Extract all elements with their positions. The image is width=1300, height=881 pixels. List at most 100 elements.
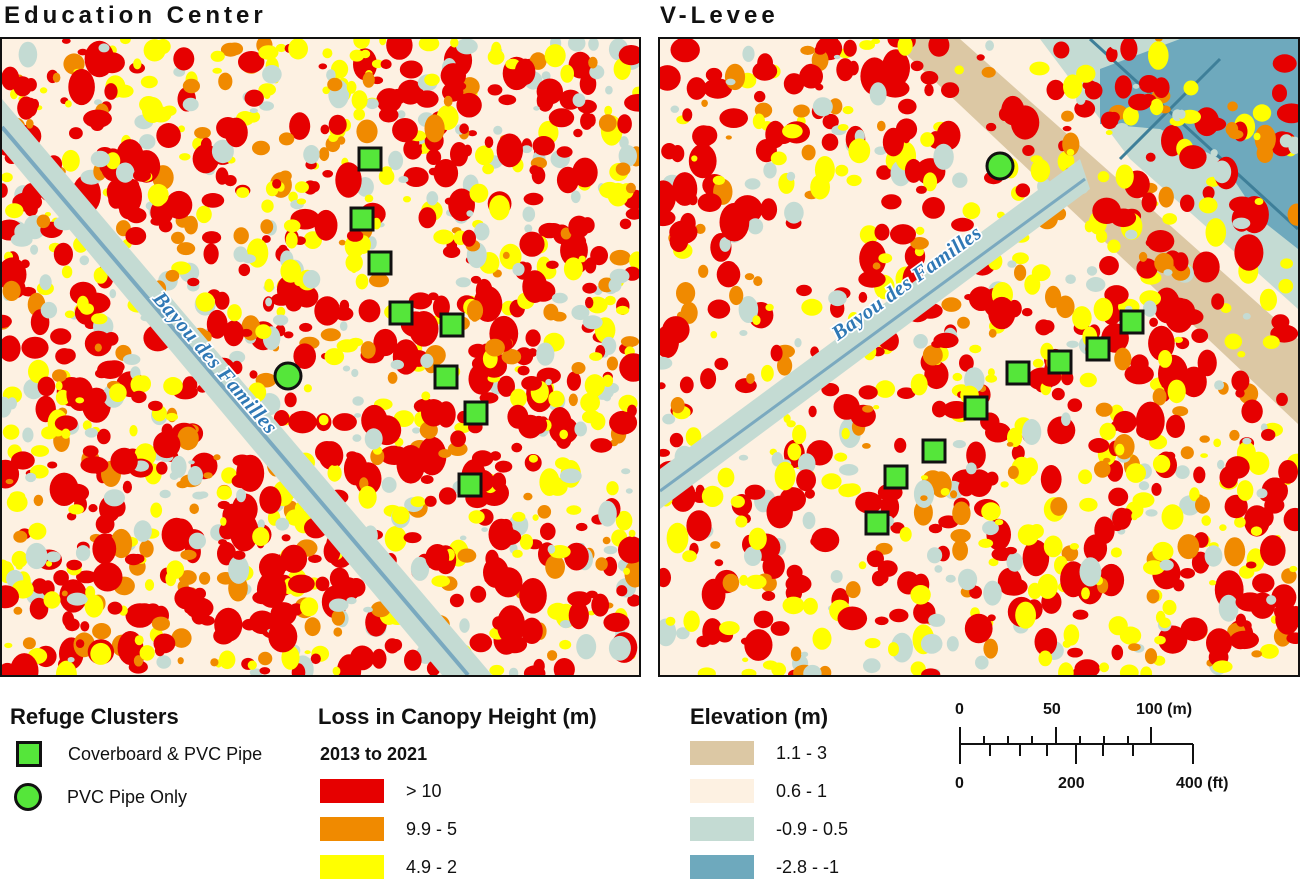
canopy-loss-patch: [710, 331, 718, 339]
canopy-loss-patch: [236, 488, 247, 503]
canopy-loss-patch: [770, 344, 783, 362]
coverboard-marker[interactable]: [883, 464, 909, 490]
canopy-loss-patch: [433, 229, 455, 245]
canopy-loss-patch: [364, 194, 374, 203]
canopy-loss-patch: [897, 387, 916, 400]
canopy-loss-patch: [55, 381, 63, 391]
canopy-loss-patch: [55, 660, 77, 675]
canopy-loss-patch: [1266, 595, 1277, 605]
coverboard-marker[interactable]: [357, 146, 383, 172]
canopy-loss-patch: [536, 78, 563, 105]
coverboard-marker[interactable]: [349, 206, 375, 232]
canopy-loss-patch: [618, 145, 637, 167]
canopy-loss-patch: [109, 289, 117, 299]
pvc-pipe-marker[interactable]: [273, 361, 303, 391]
coverboard-marker[interactable]: [864, 510, 890, 536]
canopy-loss-patch: [467, 130, 477, 137]
canopy-loss-patch: [628, 529, 636, 538]
canopy-loss-patch: [701, 578, 726, 611]
canopy-loss-patch: [1198, 197, 1218, 214]
canopy-loss-patch: [981, 66, 996, 78]
coverboard-marker[interactable]: [921, 438, 947, 464]
coverboard-marker[interactable]: [439, 312, 465, 338]
canopy-loss-patch: [712, 175, 725, 185]
canopy-loss-patch: [1030, 159, 1051, 183]
canopy-loss-patch: [122, 480, 132, 494]
canopy-loss-patch: [627, 404, 637, 417]
coverboard-marker[interactable]: [433, 364, 459, 390]
canopy-loss-patch: [131, 390, 147, 404]
coverboard-marker[interactable]: [463, 400, 489, 426]
canopy-loss-patch: [598, 114, 617, 132]
canopy-loss-patch: [988, 296, 1016, 330]
canopy-loss-patch: [920, 71, 939, 85]
canopy-loss-patch: [346, 80, 357, 94]
canopy-loss-patch: [697, 667, 716, 675]
canopy-loss-patch: [1037, 573, 1058, 599]
canopy-loss-patch: [263, 92, 271, 99]
canopy-loss-patch: [1283, 507, 1298, 532]
map-v-levee[interactable]: Bayou des Familles: [658, 37, 1300, 677]
canopy-loss-patch: [1197, 349, 1217, 377]
canopy-loss-patch: [1115, 443, 1125, 456]
canopy-loss-patch: [484, 338, 505, 357]
coverboard-marker[interactable]: [388, 300, 414, 326]
canopy-loss-patch: [619, 353, 639, 382]
canopy-loss-patch: [952, 540, 968, 561]
canopy-loss-patch: [830, 570, 843, 583]
canopy-loss-patch: [468, 510, 485, 524]
coverboard-marker[interactable]: [1047, 349, 1073, 375]
canopy-loss-patch: [1241, 399, 1263, 424]
canopy-loss-patch: [76, 570, 97, 584]
canopy-loss-patch: [1084, 220, 1094, 233]
green-circle-icon: [14, 783, 42, 811]
canopy-loss-patch: [1061, 110, 1074, 122]
canopy-loss-patch: [489, 664, 505, 675]
canopy-loss-patch: [570, 190, 581, 204]
canopy-loss-patch: [155, 39, 171, 55]
coverboard-marker[interactable]: [963, 395, 989, 421]
canopy-loss-patch: [1159, 559, 1174, 571]
scale-bar: [959, 727, 1194, 764]
canopy-loss-patch: [869, 82, 887, 106]
canopy-loss-patch: [36, 214, 51, 229]
pvc-pipe-marker[interactable]: [985, 151, 1015, 181]
canopy-loss-patch: [983, 638, 998, 659]
canopy-loss-patch: [474, 222, 490, 241]
canopy-loss-patch: [351, 90, 368, 110]
canopy-loss-patch: [212, 67, 222, 74]
canopy-loss-patch: [1158, 186, 1174, 208]
canopy-loss-patch: [97, 428, 111, 445]
canopy-loss-patch: [303, 145, 320, 164]
canopy-loss-patch: [546, 260, 559, 269]
map-education-center[interactable]: Bayou des Familles: [0, 37, 641, 677]
coverboard-marker[interactable]: [1119, 309, 1145, 335]
canopy-loss-patch: [1158, 617, 1171, 629]
canopy-loss-patch: [688, 143, 717, 179]
canopy-loss-patch: [522, 262, 532, 274]
coverboard-marker[interactable]: [1085, 336, 1111, 362]
canopy-loss-patch: [740, 637, 751, 645]
canopy-loss-patch: [771, 662, 787, 675]
canopy-loss-patch: [812, 184, 819, 192]
coverboard-marker[interactable]: [1005, 360, 1031, 386]
canopy-loss-patch: [294, 181, 309, 193]
canopy-loss-patch: [765, 120, 786, 149]
canopy-loss-patch: [327, 77, 343, 92]
canopy-loss-patch: [703, 78, 733, 99]
canopy-loss-patch: [1257, 507, 1274, 528]
canopy-loss-patch: [1132, 83, 1140, 89]
canopy-loss-patch: [862, 443, 871, 449]
canopy-loss-patch: [1066, 148, 1075, 156]
canopy-loss-patch: [45, 560, 53, 567]
canopy-loss-patch: [95, 368, 109, 379]
canopy-loss-patch: [29, 597, 49, 620]
coverboard-marker[interactable]: [457, 472, 483, 498]
coverboard-marker[interactable]: [367, 250, 393, 276]
canopy-loss-patch: [1053, 41, 1070, 59]
canopy-loss-patch: [1256, 143, 1274, 163]
canopy-loss-patch: [686, 77, 707, 100]
canopy-loss-patch: [770, 621, 790, 636]
canopy-loss-patch: [315, 576, 330, 592]
canopy-loss-patch: [360, 341, 376, 359]
